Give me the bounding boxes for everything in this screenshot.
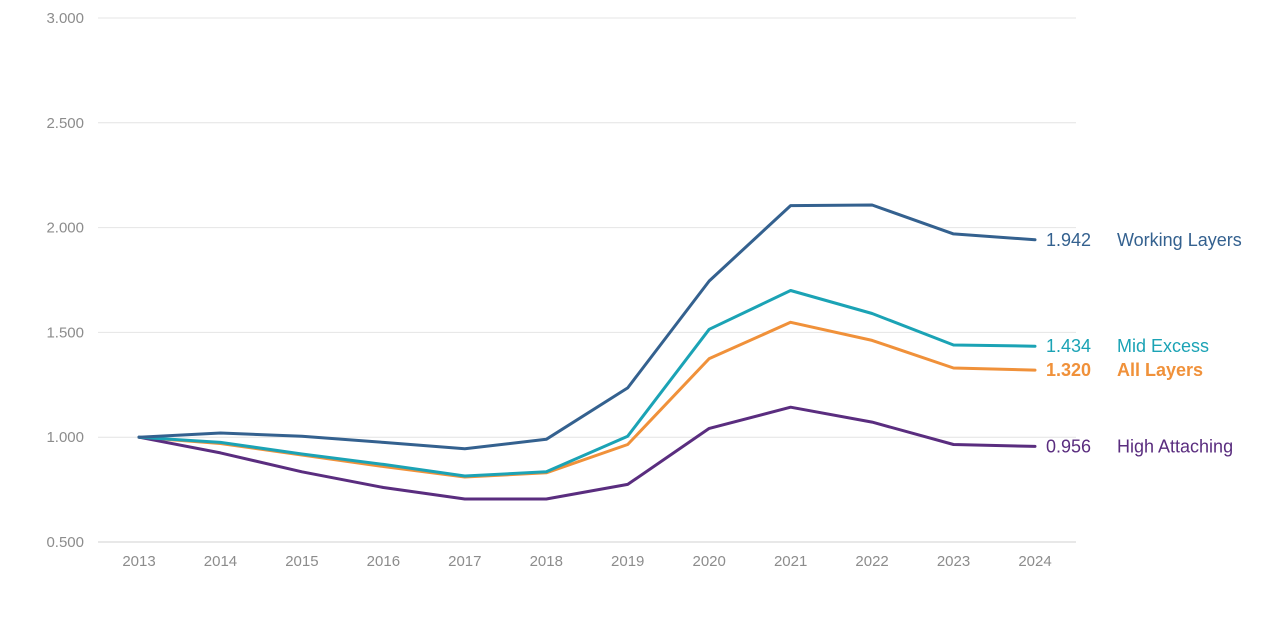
series-line-mid-excess — [137, 289, 1037, 478]
x-tick-label: 2015 — [285, 553, 318, 570]
series-label-all-layers: All Layers — [1117, 360, 1203, 380]
y-tick-label: 2.500 — [46, 115, 84, 132]
x-tick-label: 2021 — [774, 553, 807, 570]
series-lines — [137, 203, 1037, 501]
x-tick-label: 2014 — [204, 553, 237, 570]
series-label-high-attaching: High Attaching — [1117, 436, 1233, 456]
end-value-all-layers: 1.320 — [1046, 360, 1091, 380]
series-end-labels: 1.942 Working Layers 1.434 Mid Excess 1.320 A… — [1046, 230, 1242, 457]
y-tick-label: 1.500 — [46, 324, 84, 341]
y-tick-label: 3.000 — [46, 10, 84, 27]
y-axis-tick-labels: 3.000 2.500 2.000 1.500 1.000 0.500 — [46, 10, 84, 551]
end-value-high-attaching: 0.956 — [1046, 436, 1091, 456]
y-tick-label: 0.500 — [46, 534, 84, 551]
x-tick-label: 2018 — [530, 553, 563, 570]
x-tick-label: 2022 — [855, 553, 888, 570]
gridlines — [98, 17, 1076, 543]
x-axis-tick-labels: 2013 2014 2015 2016 2017 2018 2019 2020 2021 2022… — [122, 553, 1051, 570]
y-tick-label: 2.000 — [46, 220, 84, 237]
end-value-mid-excess: 1.434 — [1046, 336, 1091, 356]
x-tick-label: 2019 — [611, 553, 644, 570]
series-label-mid-excess: Mid Excess — [1117, 336, 1209, 356]
end-value-working-layers: 1.942 — [1046, 230, 1091, 250]
x-tick-label: 2017 — [448, 553, 481, 570]
x-tick-label: 2024 — [1018, 553, 1051, 570]
x-tick-label: 2023 — [937, 553, 970, 570]
x-tick-label: 2016 — [367, 553, 400, 570]
series-label-working-layers: Working Layers — [1117, 230, 1242, 250]
x-tick-label: 2013 — [122, 553, 155, 570]
series-line-high-attaching — [137, 405, 1037, 501]
series-line-working-layers — [137, 203, 1037, 451]
y-tick-label: 1.000 — [46, 429, 84, 446]
x-tick-label: 2020 — [692, 553, 725, 570]
